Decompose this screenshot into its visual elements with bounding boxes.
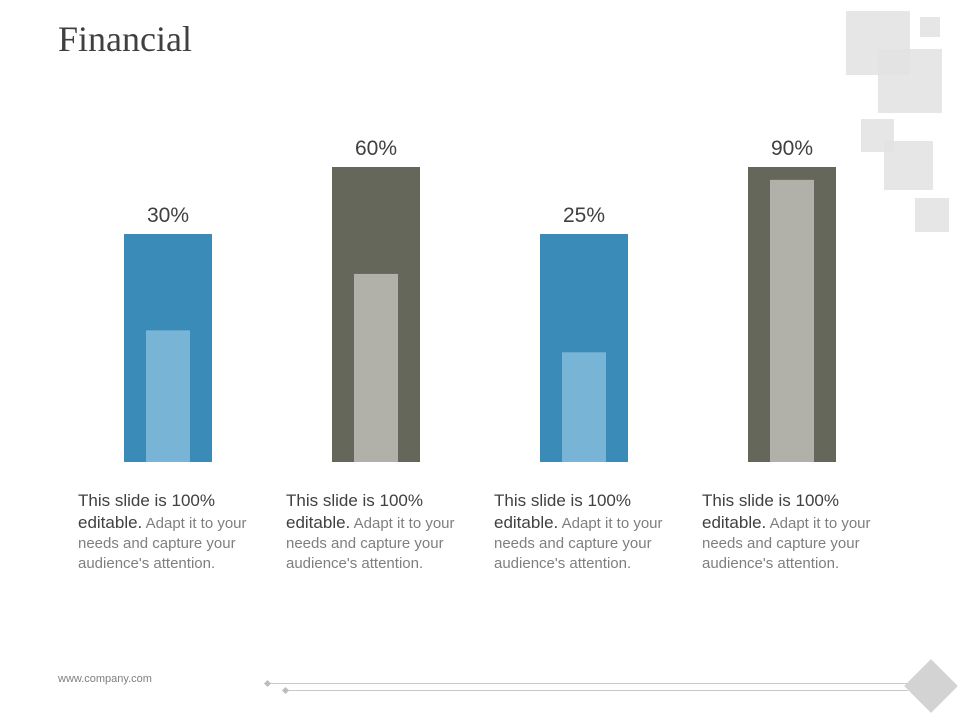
description-body: Adapt it to your needs and capture your … [702, 515, 871, 572]
bar-value [146, 330, 190, 462]
data-label: 60% [355, 137, 397, 160]
decorative-square [878, 49, 942, 113]
footer-dot [281, 686, 290, 695]
description-lead: This slide is 100% editable. [494, 491, 632, 532]
slide-title: Financial [58, 19, 192, 59]
footer-url: www.company.com [58, 673, 152, 685]
decorative-square [884, 141, 933, 190]
decorative-square [915, 198, 949, 232]
footer-dot [263, 679, 272, 688]
description-lead: This slide is 100% editable. [78, 491, 216, 532]
description-2: This slide is 100% editable. Adapt it to… [286, 490, 466, 573]
footer-diamond [904, 659, 958, 713]
description-4: This slide is 100% editable. Adapt it to… [702, 490, 882, 573]
footer-line [268, 683, 908, 684]
data-label: 30% [147, 204, 189, 227]
description-lead: This slide is 100% editable. [286, 491, 424, 532]
footer-line [286, 690, 908, 691]
description-1: This slide is 100% editable. Adapt it to… [78, 490, 258, 573]
bar-value [562, 352, 606, 462]
bar-value [770, 179, 814, 462]
description-lead: This slide is 100% editable. [702, 491, 840, 532]
description-body: Adapt it to your needs and capture your … [78, 515, 247, 572]
description-3: This slide is 100% editable. Adapt it to… [494, 490, 674, 573]
description-body: Adapt it to your needs and capture your … [286, 515, 455, 572]
bar-value [354, 273, 398, 462]
data-label: 90% [771, 137, 813, 160]
bar-chart: 30% 60% 25% 90% [124, 137, 836, 462]
data-label: 25% [563, 204, 605, 227]
description-body: Adapt it to your needs and capture your … [494, 515, 663, 572]
decorative-square [920, 17, 940, 37]
